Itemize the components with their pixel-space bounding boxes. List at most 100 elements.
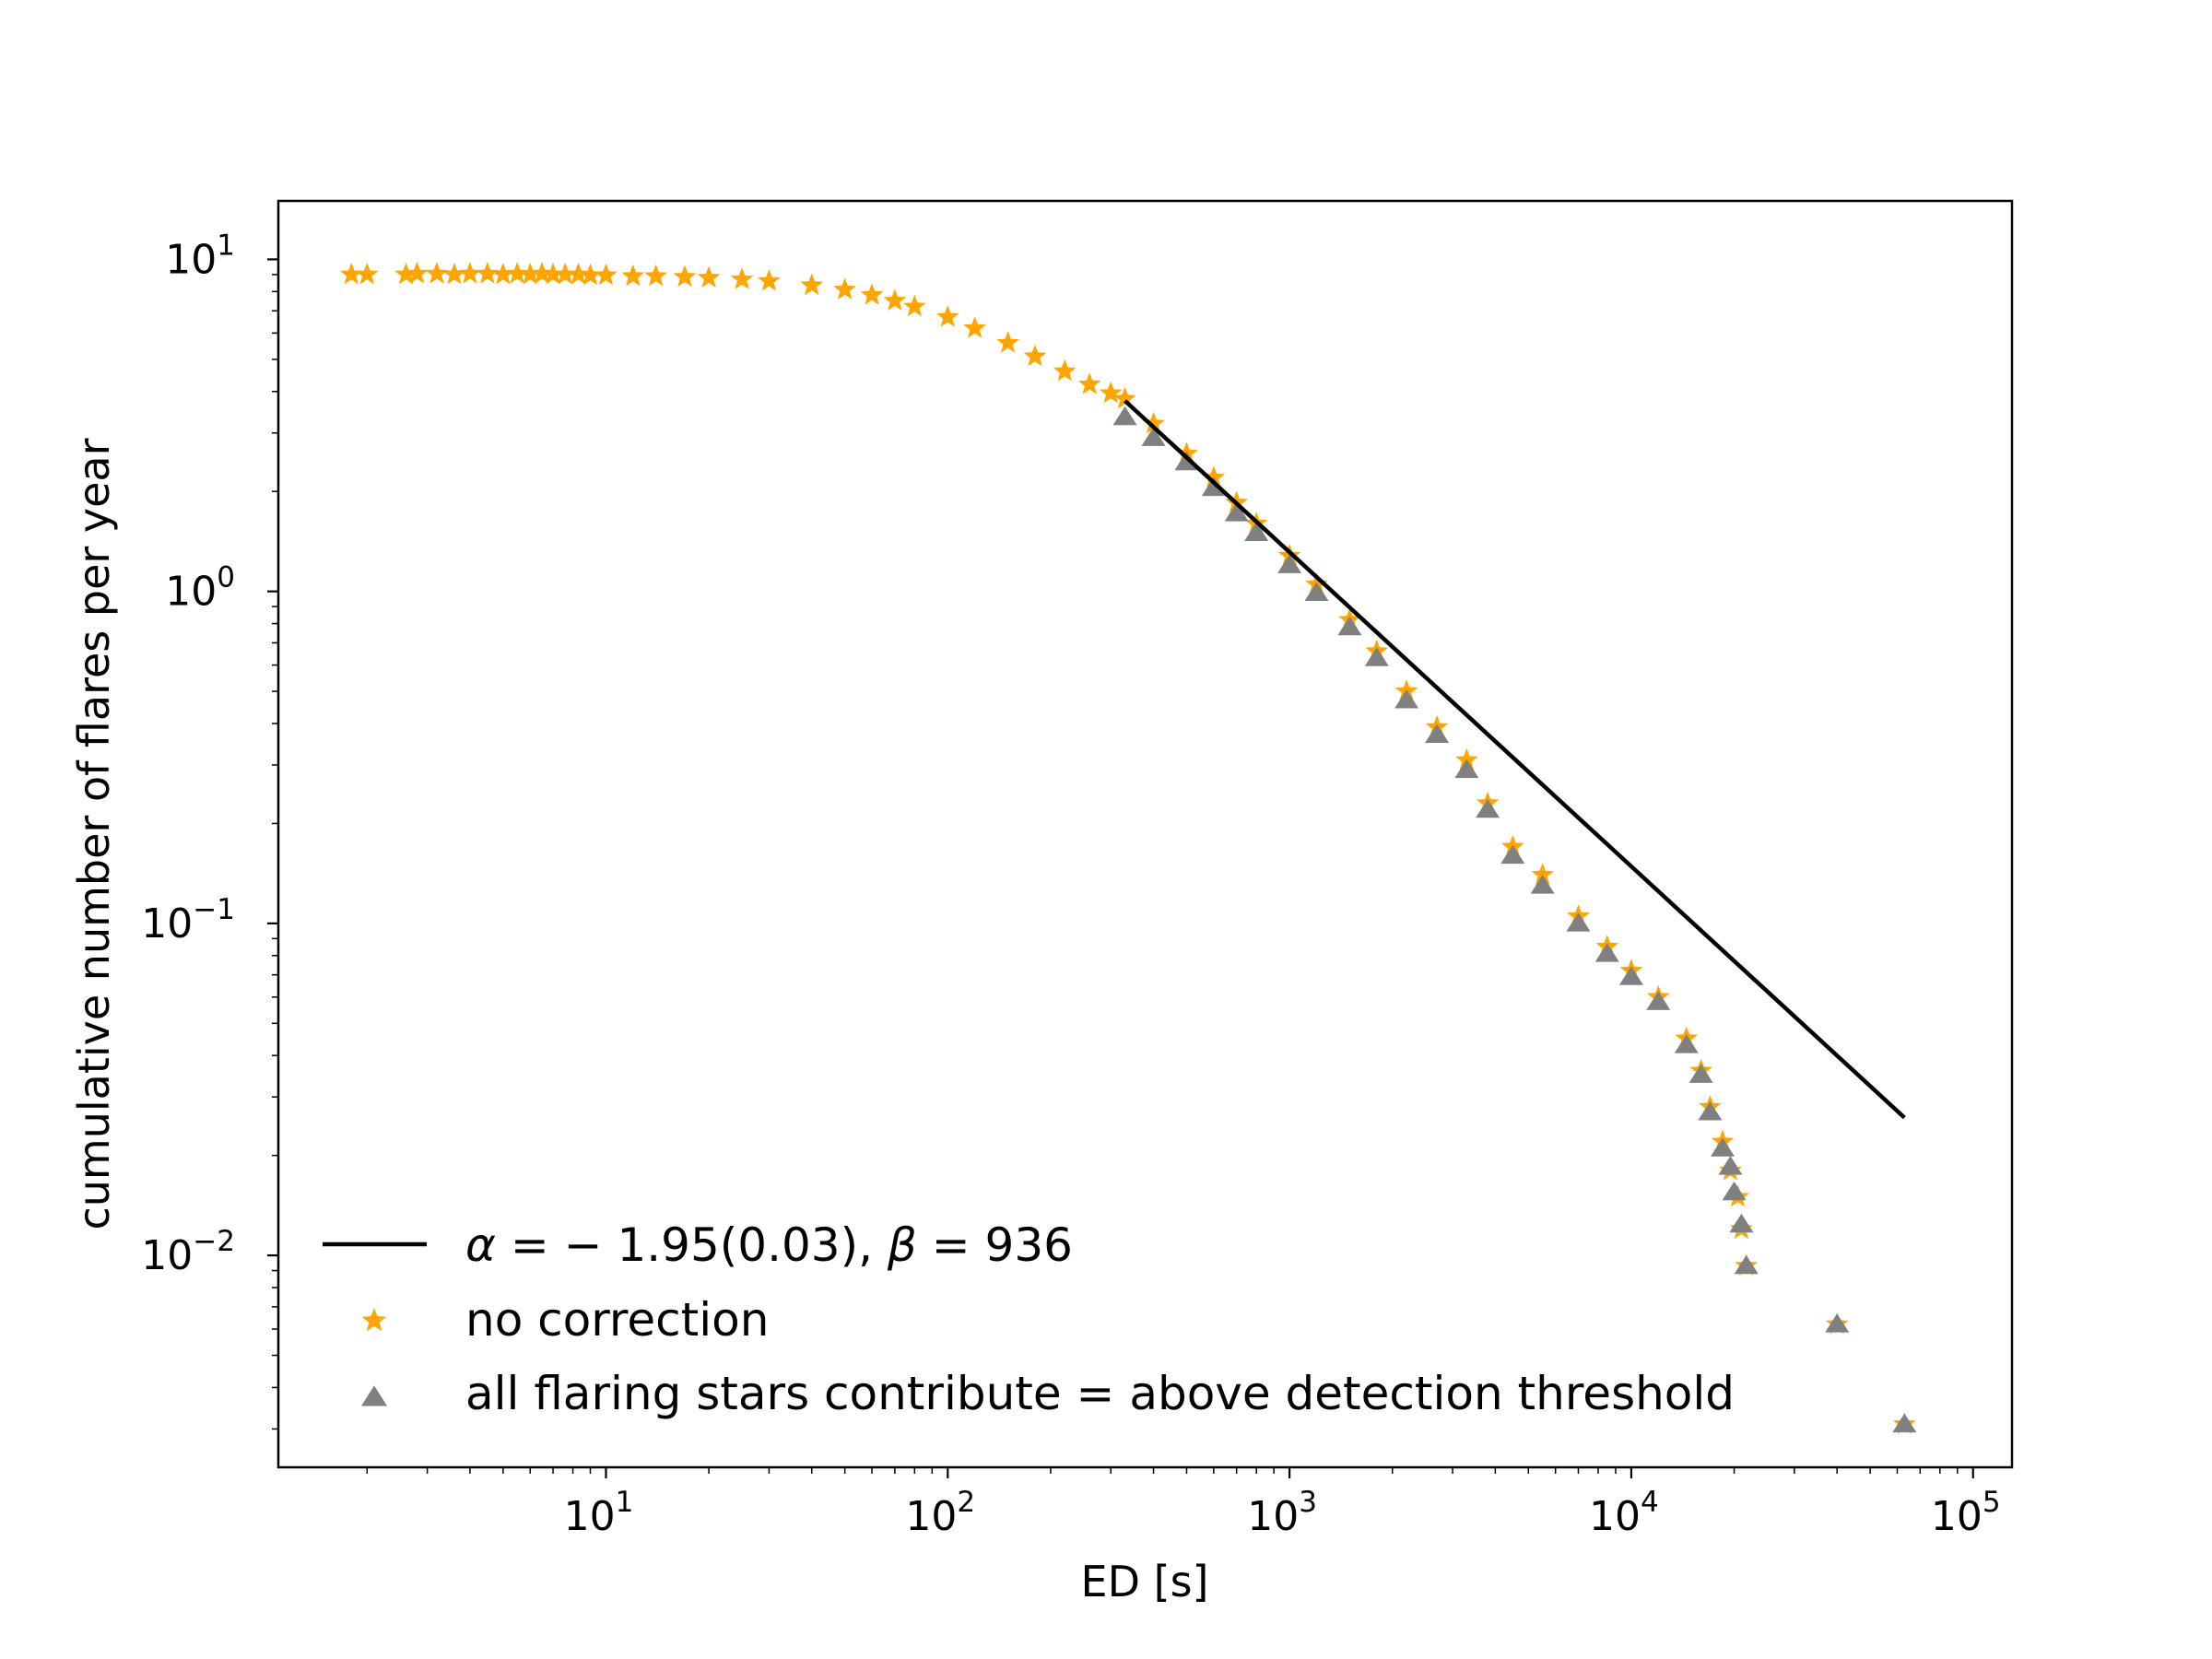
x-tick-exponent: 1	[616, 1486, 634, 1519]
no-correction-star-point	[1053, 359, 1077, 382]
no-correction-star-point	[673, 265, 697, 288]
no-correction-star-point	[963, 316, 986, 338]
y-tick-label: 101	[165, 229, 235, 283]
no-correction-star-point	[518, 262, 542, 285]
no-correction-star-point	[355, 262, 379, 285]
x-tick-base: 10	[1247, 1493, 1299, 1540]
y-tick-base: 10	[141, 1232, 193, 1279]
all-flaring-triangle-point	[1500, 844, 1525, 865]
all-flaring-triangle-point	[1244, 522, 1269, 541]
no-correction-star-point	[883, 288, 907, 311]
all-flaring-triangle-point	[1476, 798, 1500, 818]
legend-no-correction-label: no correction	[465, 1293, 769, 1347]
all-flaring-triangle-point	[1337, 616, 1362, 636]
x-tick-exponent: 5	[1983, 1486, 2001, 1519]
x-tick-base: 10	[905, 1493, 957, 1540]
no-correction-star-point	[996, 331, 1019, 353]
no-correction-star-point	[1455, 747, 1478, 771]
all-flaring-triangle-point	[1425, 724, 1450, 743]
no-correction-star-point	[860, 283, 884, 305]
no-correction-star-point	[567, 262, 590, 285]
all-flaring-triangle-point	[1454, 759, 1479, 779]
data-layer	[339, 262, 1917, 1434]
y-tick-label: 10−2	[141, 1225, 235, 1279]
no-correction-star-point	[1099, 381, 1123, 404]
all-flaring-triangle-point	[1566, 912, 1591, 932]
no-correction-star-point	[730, 267, 754, 289]
all-flaring-triangle-point	[1224, 502, 1249, 522]
x-tick-label: 105	[1931, 1486, 2001, 1540]
all-flaring-triangle-point	[1618, 966, 1643, 985]
no-correction-star-point	[697, 265, 721, 288]
all-flaring-triangle-point	[1698, 1100, 1723, 1121]
x-tick-label: 104	[1589, 1486, 1659, 1540]
all-flaring-triangle-point	[1304, 582, 1329, 601]
no-correction-star-point	[833, 277, 856, 300]
all-flaring-triangle-point	[1688, 1064, 1713, 1083]
no-correction-star-point	[553, 262, 577, 285]
all-flaring-triangle-point	[1201, 477, 1226, 497]
all-flaring-triangle-point	[1594, 943, 1619, 962]
power-law-fit-line	[1124, 399, 1906, 1120]
legend-fit-label: α = − 1.95(0.03), β = 936	[465, 1218, 1073, 1272]
y-tick-exponent: −1	[193, 893, 235, 926]
x-tick-exponent: 2	[957, 1486, 975, 1519]
all-flaring-triangle-point	[1825, 1313, 1850, 1333]
y-tick-exponent: −2	[193, 1225, 235, 1258]
no-correction-star-point	[594, 263, 618, 286]
legend-fit-beta: β	[887, 1218, 917, 1272]
all-flaring-triangle-point	[1734, 1254, 1759, 1275]
no-correction-star-point	[1023, 344, 1047, 367]
y-axis-label: cumulative number of flares per year	[69, 438, 119, 1230]
no-correction-star-point	[579, 263, 602, 286]
x-tick-base: 10	[564, 1493, 616, 1540]
all-flaring-triangle-point	[1718, 1156, 1743, 1175]
no-correction-star-point	[476, 262, 500, 284]
y-tick-base: 10	[165, 236, 217, 283]
no-correction-star-point	[1113, 386, 1136, 409]
y-tick-exponent: 1	[217, 229, 235, 262]
all-flaring-triangle-point	[1277, 554, 1302, 573]
no-correction-star-point	[758, 269, 781, 291]
y-tick-base: 10	[141, 900, 193, 947]
x-axis-label: ED [s]	[1081, 1557, 1209, 1606]
x-tick-label: 101	[564, 1486, 634, 1540]
no-correction-star-point	[406, 262, 429, 284]
y-tick-base: 10	[165, 569, 217, 616]
legend-all-flaring-label: all flaring stars contribute = above det…	[465, 1367, 1735, 1420]
no-correction-star-point	[425, 262, 449, 284]
legend-fit-alpha: α	[465, 1218, 496, 1272]
all-flaring-triangle-point	[1364, 647, 1389, 666]
y-tick-label: 100	[165, 561, 235, 616]
all-flaring-triangle-point	[1892, 1413, 1917, 1433]
no-correction-star-point	[800, 273, 824, 296]
no-correction-star-point	[530, 262, 554, 284]
x-tick-label: 102	[905, 1486, 975, 1540]
legend: α = − 1.95(0.03), β = 936 no correction …	[323, 1218, 1735, 1420]
no-correction-star-point	[1531, 863, 1554, 885]
no-correction-star-point	[442, 262, 466, 285]
all-flaring-triangle-point	[1674, 1034, 1699, 1053]
no-correction-star-point	[458, 262, 482, 284]
legend-fit-mid: = − 1.95(0.03),	[496, 1218, 888, 1272]
no-correction-star-point	[903, 294, 926, 317]
x-tick-exponent: 3	[1299, 1486, 1317, 1519]
x-tick-base: 10	[1931, 1493, 1983, 1540]
no-correction-star-point	[1077, 372, 1101, 394]
no-correction-star-point	[394, 262, 418, 285]
no-correction-star-point	[621, 264, 645, 287]
all-flaring-triangle-point	[1711, 1137, 1735, 1157]
no-correction-star-point	[1142, 411, 1165, 434]
all-flaring-triangle-point	[1530, 875, 1555, 894]
all-flaring-triangle-point	[1394, 689, 1419, 709]
y-tick-exponent: 0	[217, 561, 235, 594]
legend-star-marker	[361, 1308, 387, 1332]
all-flaring-triangle-point	[1729, 1213, 1754, 1233]
no-correction-star-point	[935, 305, 959, 327]
no-correction-star-point	[541, 262, 565, 285]
all-flaring-triangle-point	[1141, 427, 1166, 446]
legend-triangle-marker	[361, 1385, 387, 1406]
no-correction-star-point	[644, 264, 667, 287]
